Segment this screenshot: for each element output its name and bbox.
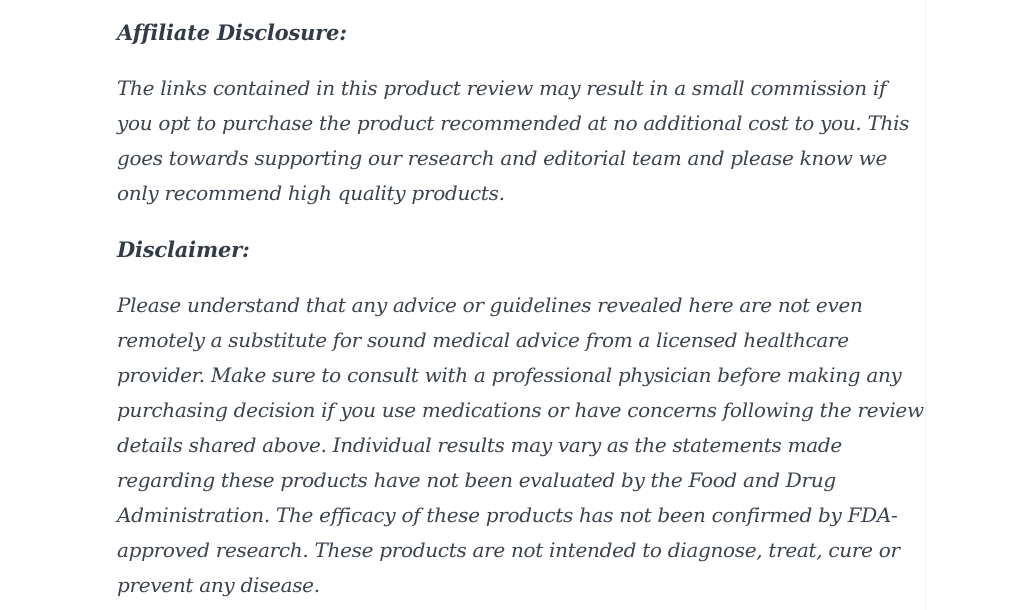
text-line: Administration. The efficacy of these pr… <box>117 503 898 527</box>
text-line: you opt to purchase the product recommen… <box>117 111 910 135</box>
text-line: provider. Make sure to consult with a pr… <box>117 363 902 387</box>
text-line: remotely a substitute for sound medical … <box>117 328 849 352</box>
disclaimer-heading: Disclaimer: <box>117 237 250 262</box>
text-line: approved research. These products are no… <box>117 538 900 562</box>
text-line: prevent any disease. <box>117 573 320 597</box>
text-line: The links contained in this product revi… <box>117 76 887 100</box>
affiliate-disclosure-heading: Affiliate Disclosure: <box>117 20 347 45</box>
text-line: details shared above. Individual results… <box>117 433 842 457</box>
text-line: purchasing decision if you use medicatio… <box>117 398 924 422</box>
content-column-edge <box>925 0 926 610</box>
text-line: Please understand that any advice or gui… <box>117 293 863 317</box>
affiliate-disclosure-paragraph: The links contained in this product revi… <box>117 71 929 211</box>
text-line: goes towards supporting our research and… <box>117 146 887 170</box>
article-content: Affiliate Disclosure: The links containe… <box>117 15 929 610</box>
text-line: only recommend high quality products. <box>117 181 505 205</box>
text-line: regarding these products have not been e… <box>117 468 836 492</box>
disclaimer-paragraph: Please understand that any advice or gui… <box>117 288 929 603</box>
